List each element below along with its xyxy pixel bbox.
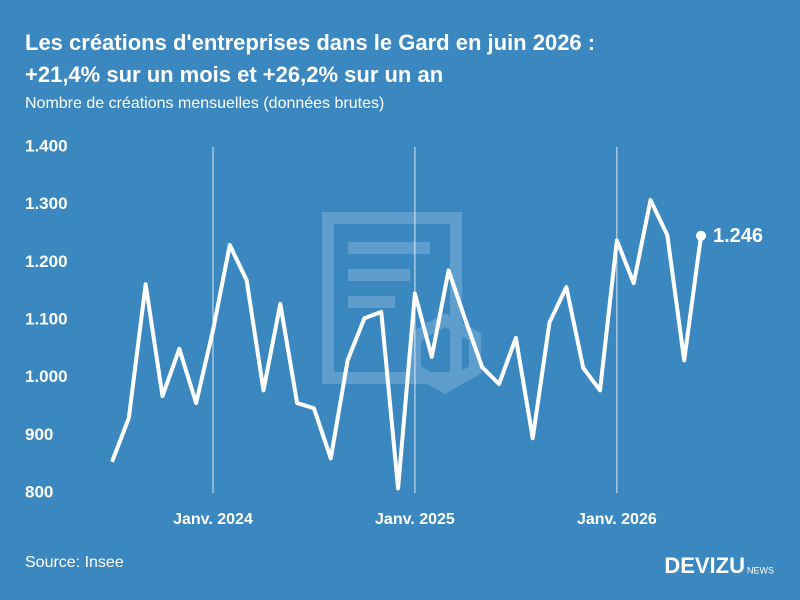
y-tick-label: 1.000 — [25, 367, 68, 386]
chart-subtitle: Nombre de créations mensuelles (données … — [25, 95, 384, 112]
watermark — [322, 212, 481, 394]
brand: DEVIZU — [664, 553, 745, 578]
y-tick-label: 1.400 — [25, 136, 68, 155]
chart-title: +21,4% sur un mois et +26,2% sur un an — [25, 62, 443, 87]
y-tick-label: 800 — [25, 482, 53, 501]
value-label: 1.246 — [713, 225, 763, 247]
y-tick-label: 1.100 — [25, 309, 68, 328]
y-tick-label: 1.200 — [25, 252, 68, 271]
x-tick-label: Janv. 2025 — [375, 511, 455, 528]
source: Source: Insee — [25, 554, 124, 571]
chart-title: Les créations d'entreprises dans le Gard… — [25, 30, 595, 55]
y-tick-label: 900 — [25, 425, 53, 444]
point — [696, 230, 706, 241]
y-tick-label: 1.300 — [25, 194, 68, 213]
line — [110, 198, 703, 491]
x-tick-label: Janv. 2024 — [173, 511, 253, 528]
x-tick-label: Janv. 2026 — [577, 511, 657, 528]
brand-suffix: NEWS — [747, 565, 774, 575]
